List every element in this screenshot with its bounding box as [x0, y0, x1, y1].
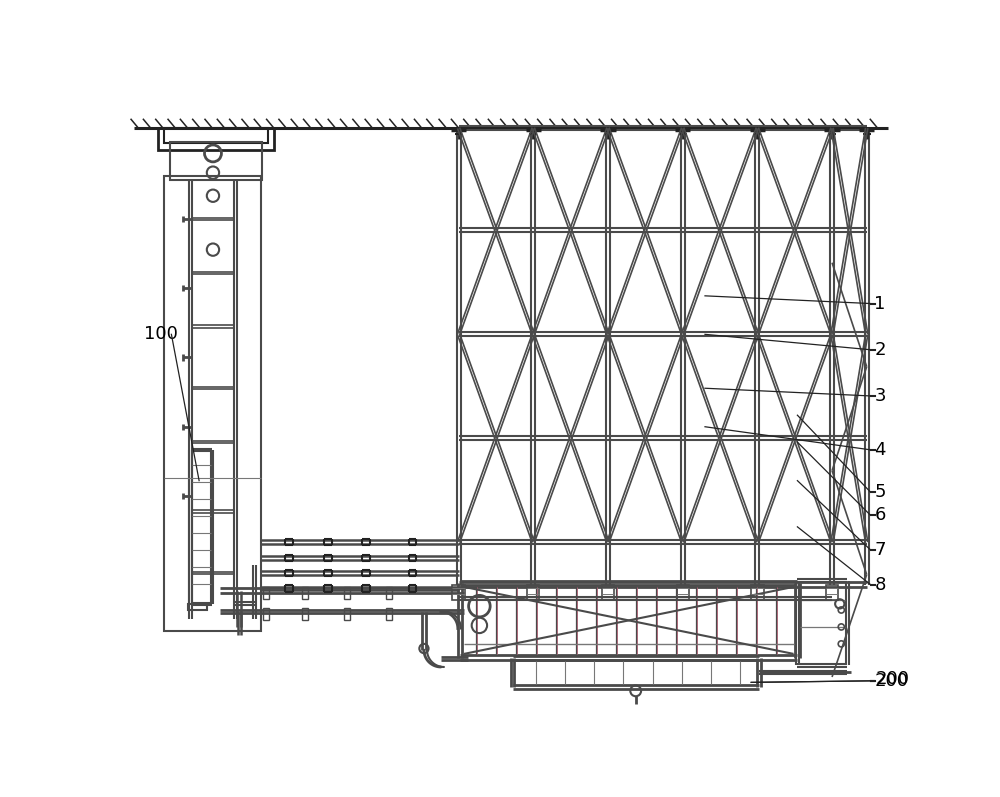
Bar [602, 584, 614, 600]
Text: 2: 2 [874, 341, 886, 359]
Bar [386, 607, 392, 620]
Bar [344, 587, 350, 599]
Bar [677, 584, 689, 600]
Text: 1: 1 [874, 295, 886, 312]
Bar [164, 176, 261, 630]
Text: 100: 100 [144, 325, 178, 344]
Text: 6: 6 [874, 506, 886, 524]
Text: 8: 8 [874, 575, 886, 594]
Bar [158, 128, 274, 150]
Bar [386, 587, 392, 599]
Bar [751, 584, 764, 600]
Bar [170, 142, 262, 180]
Text: 7: 7 [874, 541, 886, 559]
Text: 3: 3 [874, 387, 886, 405]
Text: 200: 200 [874, 672, 908, 690]
Bar [527, 584, 539, 600]
Bar [188, 604, 207, 610]
Bar [344, 607, 350, 620]
Bar [164, 128, 268, 143]
Text: 200: 200 [876, 670, 910, 689]
Text: 5: 5 [874, 483, 886, 501]
Bar [452, 584, 465, 600]
Bar [302, 607, 308, 620]
Bar [826, 584, 838, 600]
Bar [263, 607, 269, 620]
Bar [263, 587, 269, 599]
Text: 4: 4 [874, 441, 886, 459]
Bar [302, 587, 308, 599]
